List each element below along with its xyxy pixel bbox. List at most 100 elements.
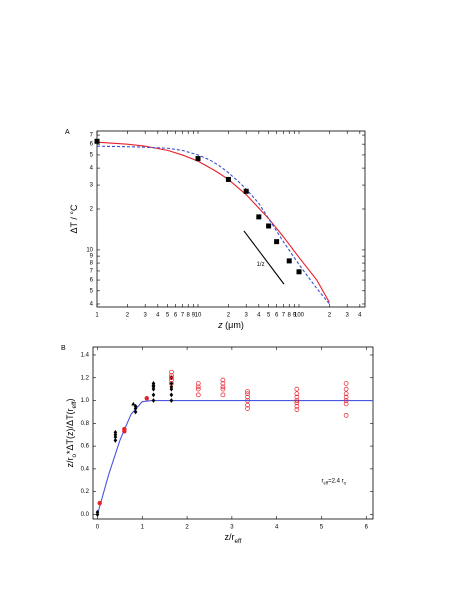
marker — [245, 402, 250, 408]
marker — [294, 400, 300, 406]
x-tick-label: 5 — [267, 313, 271, 319]
x-tick-label: 7 — [282, 313, 286, 319]
label-part: =2.4 r — [328, 478, 344, 484]
marker — [286, 258, 292, 264]
curve — [243, 230, 285, 285]
marker — [195, 381, 201, 386]
marker — [151, 384, 156, 390]
x-tick-label: 4 — [156, 313, 160, 319]
marker — [195, 386, 201, 392]
x-axis-label: z (μm) — [217, 320, 244, 330]
marker — [195, 156, 201, 162]
x-tick-label: 3 — [245, 313, 249, 319]
plot-frame — [92, 346, 374, 520]
y-tick-label: 4 — [90, 302, 94, 308]
x-tick-label: 6 — [365, 525, 369, 531]
y-tick-label: 1.2 — [81, 375, 90, 381]
marker — [122, 426, 127, 432]
marker — [274, 239, 280, 245]
marker — [169, 375, 174, 381]
marker — [95, 509, 100, 515]
marker — [94, 138, 100, 144]
curve — [96, 141, 330, 303]
y-tick-label: 4 — [90, 166, 94, 172]
label-part: eff — [71, 401, 78, 408]
x-tick-label: 100 — [294, 313, 305, 319]
x-tick-label: 1 — [141, 525, 145, 531]
label-part: z/r — [225, 532, 235, 542]
marker — [169, 377, 174, 383]
y-tick-label: 7 — [90, 269, 94, 275]
x-tick-label: 9 — [293, 313, 297, 319]
x-tick-label: 3 — [230, 525, 234, 531]
marker — [220, 386, 226, 392]
marker — [169, 384, 174, 390]
marker — [294, 391, 300, 397]
x-tick-label: 5 — [166, 313, 170, 319]
marker — [169, 398, 174, 403]
x-tick-label: 3 — [144, 313, 148, 319]
marker — [97, 500, 102, 506]
x-tick-label: 5 — [320, 525, 324, 531]
label-part: ΔT / °C — [69, 204, 79, 233]
x-tick-label: 3 — [346, 313, 350, 319]
marker — [169, 373, 174, 378]
label-part: r — [321, 478, 323, 484]
plot-frame — [96, 130, 366, 308]
label-part: z/r — [65, 457, 75, 467]
y-tick-label: 5 — [90, 288, 94, 294]
marker — [220, 377, 226, 383]
y-tick-label: 1.0 — [81, 398, 90, 404]
x-tick-label: 4 — [358, 313, 362, 319]
y-axis-label: z/ro*ΔT(z)/ΔT(reff) — [65, 399, 78, 468]
label-part: (μm) — [223, 320, 244, 330]
marker — [133, 409, 138, 415]
y-tick-label: 3 — [90, 183, 94, 189]
marker — [245, 406, 250, 411]
y-tick-label: 8 — [90, 261, 94, 267]
label-part: eff — [323, 480, 328, 485]
label-part: ) — [65, 399, 75, 402]
x-tick-label: 8 — [288, 313, 292, 319]
marker — [266, 223, 272, 229]
y-tick-label: 0.8 — [81, 421, 90, 427]
marker — [220, 384, 226, 390]
marker — [220, 381, 226, 386]
marker — [245, 389, 250, 394]
marker — [169, 392, 174, 398]
x-tick-label: 2 — [328, 313, 332, 319]
x-tick-label: 7 — [181, 313, 185, 319]
label-part: *ΔT(z)/ΔT(r — [65, 408, 75, 454]
label-part: z — [217, 320, 223, 330]
x-axis-label: z/reff — [225, 532, 242, 545]
panel-label: A — [65, 129, 70, 136]
marker — [220, 392, 226, 398]
y-axis-label: ΔT / °C — [69, 204, 79, 233]
y-tick-label: 0.0 — [81, 512, 90, 518]
marker — [294, 386, 300, 392]
marker — [294, 407, 300, 412]
marker — [343, 381, 349, 386]
marker — [294, 398, 300, 403]
y-tick-label: 1.4 — [81, 353, 90, 359]
x-tick-label: 6 — [174, 313, 178, 319]
x-tick-label: 2 — [185, 525, 189, 531]
y-tick-label: 2 — [90, 207, 94, 213]
y-tick-label: 6 — [90, 278, 94, 284]
marker — [195, 392, 201, 398]
y-tick-label: 9 — [90, 254, 94, 260]
x-tick-label: 4 — [257, 313, 261, 319]
y-tick-label: 7 — [90, 133, 94, 139]
x-tick-label: 6 — [275, 313, 279, 319]
y-tick-label: 10 — [86, 247, 93, 253]
x-tick-label: 8 — [187, 313, 191, 319]
x-tick-label: 2 — [227, 313, 231, 319]
marker — [169, 369, 174, 375]
marker — [225, 176, 231, 182]
curve — [96, 399, 373, 515]
marker — [169, 381, 174, 386]
x-tick-label: 0 — [96, 525, 100, 531]
panel-label: B — [61, 345, 66, 352]
